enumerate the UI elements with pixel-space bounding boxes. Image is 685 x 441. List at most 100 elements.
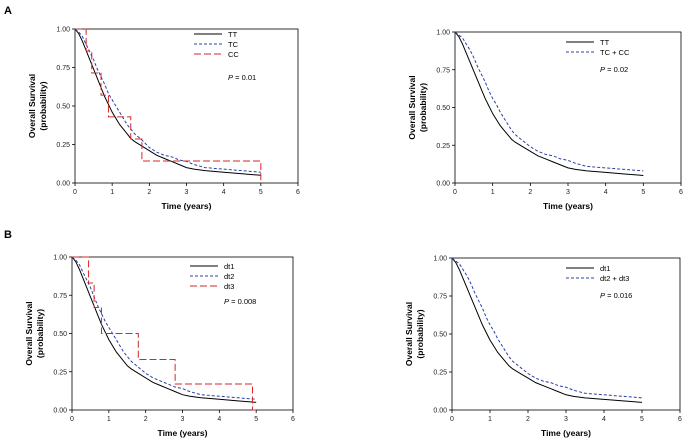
chart-panel-3: 0 1 2 3 4 5 6 0.00 0.25 0.50 0.75 1.00 Time (years) O… <box>24 255 295 439</box>
series-line-tt <box>454 31 644 176</box>
series-line-cc <box>75 28 262 183</box>
x-tick-label: 3 <box>564 416 568 423</box>
y-tick-label: 0.75 <box>436 67 450 74</box>
legend-label: dt2 + dt3 <box>600 274 629 283</box>
y-tick-label: 0.00 <box>53 408 67 415</box>
y-tick-label: 1.00 <box>56 27 70 34</box>
legend-label: dt2 <box>224 272 234 281</box>
y-tick-label: 0.50 <box>53 331 67 338</box>
series-line-dt2 <box>71 256 257 400</box>
x-tick-label: 0 <box>450 416 454 423</box>
x-axis-title: Time (years) <box>162 201 212 211</box>
x-tick-label: 4 <box>222 189 226 196</box>
x-tick-label: 0 <box>70 416 74 423</box>
x-tick-label: 5 <box>254 416 258 423</box>
p-value-annotation: P = 0.016 <box>600 291 632 300</box>
x-tick-label: 2 <box>147 189 151 196</box>
y-axis-title-line2: (probability) <box>415 309 425 358</box>
y-axis-title-line1: Overall Survival <box>404 302 414 366</box>
y-tick-label: 0.25 <box>56 142 70 149</box>
p-value-annotation: P = 0.01 <box>228 73 256 82</box>
legend-label: dt1 <box>224 262 234 271</box>
x-axis-title: Time (years) <box>541 428 591 438</box>
x-axis-title: Time (years) <box>543 201 593 211</box>
y-axis-title-line2: (probability) <box>38 81 48 130</box>
y-tick-label: 1.00 <box>433 256 447 263</box>
panel-label-a: A <box>4 5 12 17</box>
y-tick-label: 0.50 <box>433 332 447 339</box>
y-axis-title-line2: (probability) <box>35 309 45 358</box>
y-axis-title-line1: Overall Survival <box>24 301 34 365</box>
legend-label: TC + CC <box>600 48 630 57</box>
y-tick-label: 1.00 <box>436 30 450 37</box>
y-axis-title-line1: Overall Survival <box>407 75 417 139</box>
chart-panel-2: 0 1 2 3 4 5 6 0.00 0.25 0.50 0.75 1.00 Time (years) O… <box>407 30 683 212</box>
x-tick-label: 1 <box>107 416 111 423</box>
y-tick-label: 0.00 <box>433 408 447 415</box>
x-tick-label: 1 <box>488 416 492 423</box>
legend-label: dt1 <box>600 264 610 273</box>
x-tick-label: 6 <box>296 189 300 196</box>
y-axis-title-line1: Overall Survival <box>27 74 37 138</box>
panel-label-b: B <box>4 229 12 241</box>
x-tick-label: 6 <box>678 416 682 423</box>
x-tick-label: 4 <box>604 189 608 196</box>
legend-label: TT <box>600 38 610 47</box>
y-tick-label: 0.25 <box>436 143 450 150</box>
chart-panel-4: 0 1 2 3 4 5 6 0.00 0.25 0.50 0.75 1.00 Time (years) O… <box>404 256 682 439</box>
y-tick-label: 1.00 <box>53 255 67 262</box>
series-line-tc-cc <box>454 31 644 172</box>
y-tick-label: 0.50 <box>436 105 450 112</box>
x-tick-label: 4 <box>217 416 221 423</box>
legend-label: CC <box>228 50 239 59</box>
x-tick-label: 1 <box>110 189 114 196</box>
series-line-dt1 <box>71 256 257 403</box>
series-line-dt3 <box>72 256 257 411</box>
x-tick-label: 0 <box>453 189 457 196</box>
x-tick-label: 5 <box>259 189 263 196</box>
legend-label: dt3 <box>224 282 234 291</box>
p-value-annotation: P = 0.02 <box>600 65 628 74</box>
y-tick-label: 0.00 <box>436 181 450 188</box>
series-line-dt1 <box>451 257 643 403</box>
plot-area-frame <box>454 31 682 184</box>
series-line-dt2-dt3 <box>451 257 643 399</box>
p-value: = 0.008 <box>229 297 256 306</box>
series-line-tt <box>74 28 261 176</box>
y-tick-label: 0.25 <box>433 370 447 377</box>
y-tick-label: 0.75 <box>433 294 447 301</box>
x-tick-label: 0 <box>73 189 77 196</box>
p-symbol: P <box>228 73 233 82</box>
x-tick-label: 1 <box>491 189 495 196</box>
x-tick-label: 2 <box>526 416 530 423</box>
y-tick-label: 0.75 <box>56 65 70 72</box>
legend-label: TT <box>228 30 238 39</box>
x-tick-label: 5 <box>640 416 644 423</box>
x-tick-label: 3 <box>185 189 189 196</box>
x-tick-label: 3 <box>566 189 570 196</box>
x-tick-label: 3 <box>181 416 185 423</box>
chart-panel-1: 0 1 2 3 4 5 6 0.00 0.25 0.50 0.75 1.00 Time (years) O… <box>27 27 300 212</box>
p-value: = 0.01 <box>233 73 256 82</box>
plot-area-frame <box>71 256 294 411</box>
y-tick-label: 0.25 <box>53 369 67 376</box>
x-tick-label: 2 <box>528 189 532 196</box>
p-value: = 0.02 <box>605 65 628 74</box>
y-tick-label: 0.75 <box>53 293 67 300</box>
x-tick-label: 4 <box>602 416 606 423</box>
y-tick-label: 0.50 <box>56 104 70 111</box>
p-symbol: P <box>224 297 229 306</box>
x-tick-label: 6 <box>291 416 295 423</box>
y-tick-label: 0.00 <box>56 181 70 188</box>
x-tick-label: 2 <box>144 416 148 423</box>
p-value-annotation: P = 0.008 <box>224 297 256 306</box>
p-value: = 0.016 <box>605 291 632 300</box>
x-tick-label: 5 <box>641 189 645 196</box>
x-axis-title: Time (years) <box>158 428 208 438</box>
x-tick-label: 6 <box>679 189 683 196</box>
p-symbol: P <box>600 291 605 300</box>
p-symbol: P <box>600 65 605 74</box>
y-axis-title-line2: (probability) <box>418 83 428 132</box>
legend-label: TC <box>228 40 239 49</box>
